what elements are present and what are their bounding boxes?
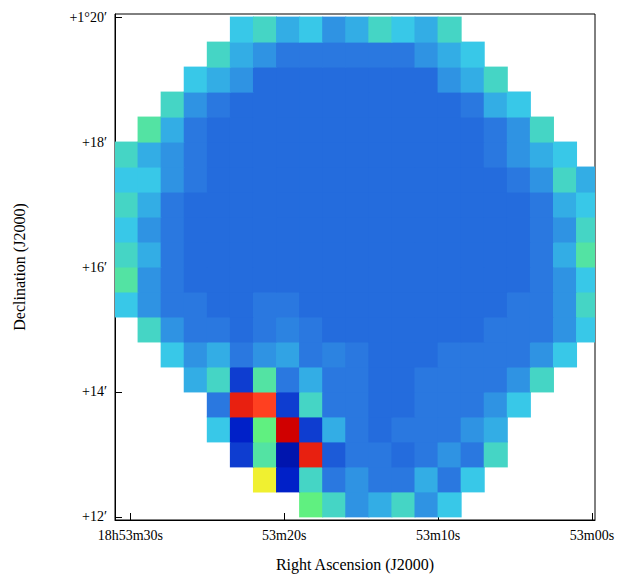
svg-text:+18′: +18′ xyxy=(82,135,107,150)
svg-text:53m10s: 53m10s xyxy=(416,528,460,543)
svg-text:Right Ascension (J2000): Right Ascension (J2000) xyxy=(276,556,434,574)
svg-text:18h53m30s: 18h53m30s xyxy=(98,528,163,543)
svg-text:+16′: +16′ xyxy=(82,260,107,275)
svg-text:53m00s: 53m00s xyxy=(570,528,614,543)
svg-text:+14′: +14′ xyxy=(82,384,107,399)
svg-text:+12′: +12′ xyxy=(82,509,107,524)
svg-text:+1°20′: +1°20′ xyxy=(69,10,107,25)
svg-text:53m20s: 53m20s xyxy=(262,528,306,543)
svg-text:Declination (J2000): Declination (J2000) xyxy=(11,203,29,331)
